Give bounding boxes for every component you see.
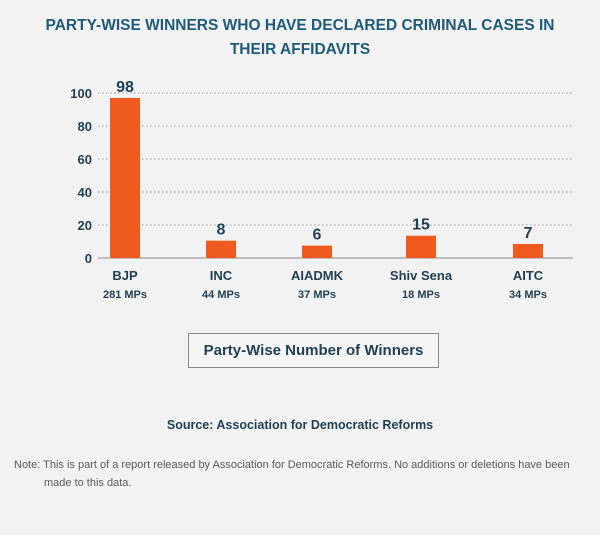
data-label: 15	[412, 217, 430, 234]
bar-inc	[206, 240, 236, 258]
x-tick-sublabel: 281 MPs	[103, 289, 147, 301]
source-text: Source: Association for Democratic Refor…	[166, 418, 434, 432]
chart-title: PARTY-WISE WINNERS WHO HAVE DECLARED CRI…	[0, 14, 600, 62]
x-tick-label: BJP	[112, 268, 138, 283]
x-tick-label: INC	[210, 268, 233, 283]
chart-title-line1: PARTY-WISE WINNERS WHO HAVE DECLARED CRI…	[45, 17, 555, 34]
bar-shiv-sena	[406, 235, 436, 258]
bar-chart: 0 20 40 60 80 100 98 BJP 281 MPs 8 INC 44 MPs 6 AIADM…	[70, 79, 573, 301]
note-line2: made to this data.	[44, 477, 132, 489]
data-label: 98	[116, 79, 134, 96]
data-label: 8	[217, 222, 226, 239]
x-tick-label: Shiv Sena	[390, 268, 453, 283]
x-tick-sublabel: 37 MPs	[298, 289, 336, 301]
note-line1: Note: This is part of a report released …	[14, 459, 570, 471]
y-tick-label: 20	[78, 218, 92, 233]
x-tick-label: AITC	[513, 268, 544, 283]
chart-title-line2: THEIR AFFIDAVITS	[229, 41, 371, 58]
data-label: 7	[524, 225, 533, 242]
x-tick-label: AIADMK	[291, 268, 344, 283]
y-tick-label: 100	[70, 86, 92, 101]
x-tick-sublabel: 44 MPs	[202, 289, 240, 301]
y-tick-label: 40	[78, 185, 92, 200]
legend-label: Party-Wise Number of Winners	[203, 342, 424, 359]
bar-aitc	[513, 243, 543, 258]
x-tick-sublabel: 34 MPs	[509, 289, 547, 301]
y-tick-label: 80	[78, 119, 92, 134]
bar-aiadmk	[302, 245, 332, 258]
y-tick-label: 60	[78, 152, 92, 167]
y-tick-label: 0	[85, 251, 92, 266]
bar-bjp	[110, 97, 140, 258]
note-text: Note: This is part of a report released …	[14, 456, 594, 492]
x-tick-sublabel: 18 MPs	[402, 289, 440, 301]
legend-box: Party-Wise Number of Winners	[188, 333, 439, 368]
data-label: 6	[313, 227, 322, 244]
